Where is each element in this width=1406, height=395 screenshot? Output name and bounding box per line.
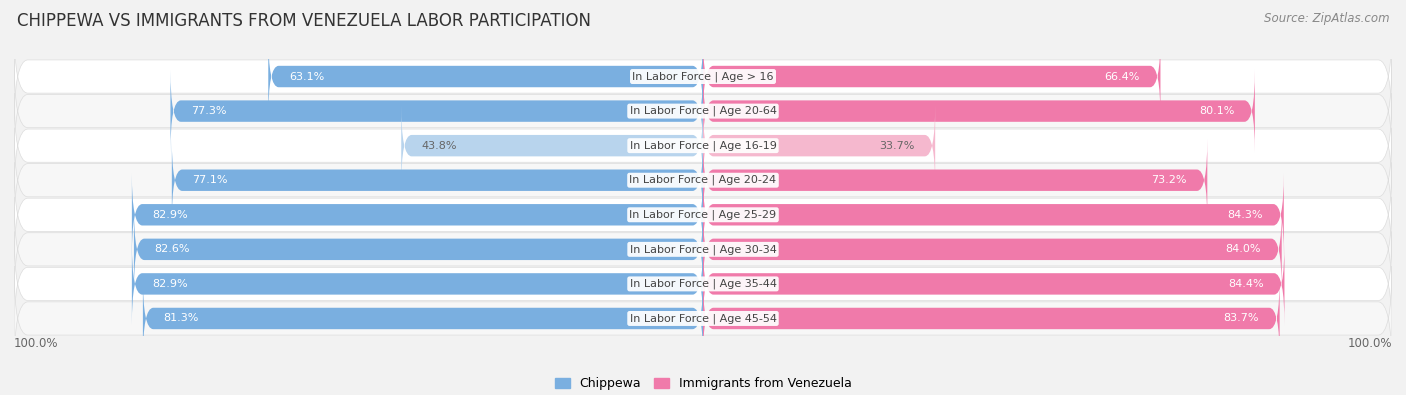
Text: 82.9%: 82.9% <box>152 279 188 289</box>
FancyBboxPatch shape <box>703 105 935 187</box>
Text: In Labor Force | Age 45-54: In Labor Force | Age 45-54 <box>630 313 776 324</box>
FancyBboxPatch shape <box>170 70 703 152</box>
FancyBboxPatch shape <box>134 208 703 290</box>
FancyBboxPatch shape <box>14 93 1392 198</box>
FancyBboxPatch shape <box>14 24 1392 129</box>
FancyBboxPatch shape <box>14 266 1392 371</box>
FancyBboxPatch shape <box>14 197 1392 302</box>
FancyBboxPatch shape <box>703 277 1279 359</box>
Text: 63.1%: 63.1% <box>290 71 325 81</box>
Text: In Labor Force | Age > 16: In Labor Force | Age > 16 <box>633 71 773 82</box>
Text: In Labor Force | Age 35-44: In Labor Force | Age 35-44 <box>630 278 776 289</box>
FancyBboxPatch shape <box>703 36 1160 118</box>
Text: 82.9%: 82.9% <box>152 210 188 220</box>
Text: In Labor Force | Age 20-64: In Labor Force | Age 20-64 <box>630 106 776 117</box>
FancyBboxPatch shape <box>703 174 1284 256</box>
FancyBboxPatch shape <box>269 36 703 118</box>
FancyBboxPatch shape <box>172 139 703 221</box>
FancyBboxPatch shape <box>132 243 703 325</box>
Text: 100.0%: 100.0% <box>14 337 59 350</box>
FancyBboxPatch shape <box>703 70 1254 152</box>
FancyBboxPatch shape <box>703 208 1282 290</box>
Text: 73.2%: 73.2% <box>1152 175 1187 185</box>
Text: 77.1%: 77.1% <box>193 175 228 185</box>
Text: In Labor Force | Age 25-29: In Labor Force | Age 25-29 <box>630 209 776 220</box>
Text: 83.7%: 83.7% <box>1223 314 1258 324</box>
Text: 80.1%: 80.1% <box>1199 106 1234 116</box>
Text: Source: ZipAtlas.com: Source: ZipAtlas.com <box>1264 12 1389 25</box>
FancyBboxPatch shape <box>703 139 1208 221</box>
FancyBboxPatch shape <box>14 231 1392 337</box>
Text: CHIPPEWA VS IMMIGRANTS FROM VENEZUELA LABOR PARTICIPATION: CHIPPEWA VS IMMIGRANTS FROM VENEZUELA LA… <box>17 12 591 30</box>
Text: 33.7%: 33.7% <box>879 141 914 150</box>
Text: In Labor Force | Age 30-34: In Labor Force | Age 30-34 <box>630 244 776 255</box>
Text: 84.3%: 84.3% <box>1227 210 1263 220</box>
Text: 84.4%: 84.4% <box>1229 279 1264 289</box>
Text: 66.4%: 66.4% <box>1104 71 1140 81</box>
Text: In Labor Force | Age 20-24: In Labor Force | Age 20-24 <box>630 175 776 186</box>
Text: 100.0%: 100.0% <box>1347 337 1392 350</box>
Text: 77.3%: 77.3% <box>191 106 226 116</box>
Text: 43.8%: 43.8% <box>422 141 457 150</box>
FancyBboxPatch shape <box>14 128 1392 233</box>
FancyBboxPatch shape <box>132 174 703 256</box>
FancyBboxPatch shape <box>14 162 1392 267</box>
FancyBboxPatch shape <box>401 105 703 187</box>
FancyBboxPatch shape <box>143 277 703 359</box>
FancyBboxPatch shape <box>703 243 1285 325</box>
Text: 81.3%: 81.3% <box>163 314 198 324</box>
Text: 84.0%: 84.0% <box>1226 245 1261 254</box>
FancyBboxPatch shape <box>14 58 1392 164</box>
Text: In Labor Force | Age 16-19: In Labor Force | Age 16-19 <box>630 140 776 151</box>
Text: 82.6%: 82.6% <box>155 245 190 254</box>
Legend: Chippewa, Immigrants from Venezuela: Chippewa, Immigrants from Venezuela <box>554 377 852 390</box>
